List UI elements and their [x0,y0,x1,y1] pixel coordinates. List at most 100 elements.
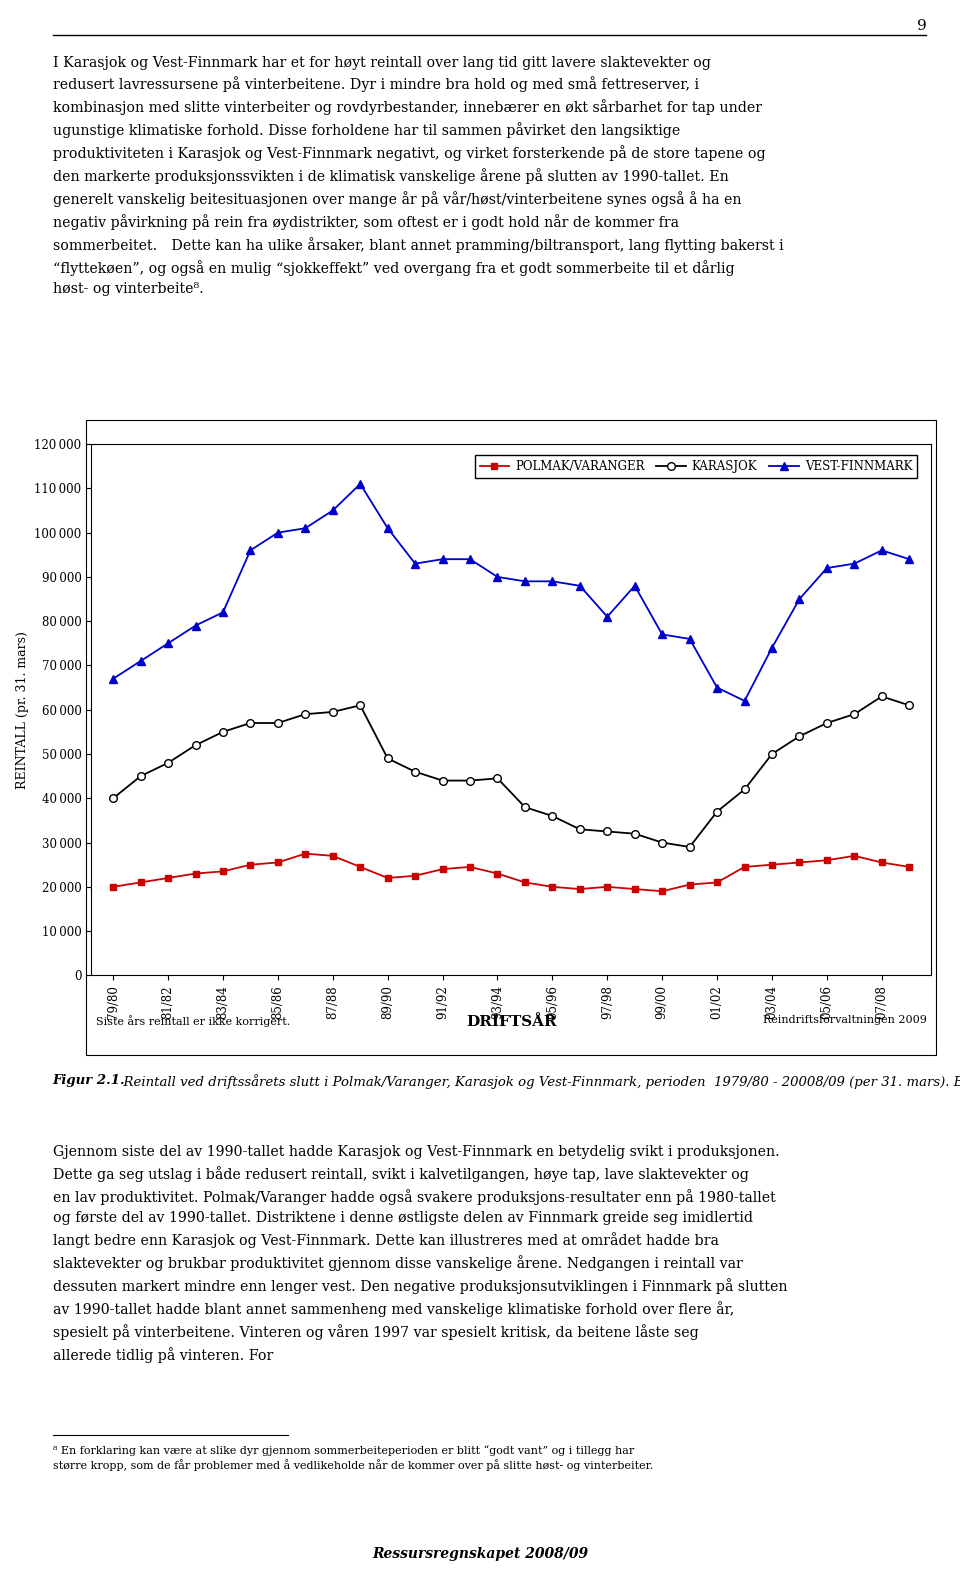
POLMAK/VARANGER [739,858,751,877]
KARASJOK [519,798,531,817]
KARASJOK [492,769,503,788]
KARASJOK [794,726,805,745]
VEST-FINNMARK [327,501,339,520]
VEST-FINNMARK [492,568,503,587]
Text: I Karasjok og Vest-Finnmark har et for høyt reintall over lang tid gitt lavere s: I Karasjok og Vest-Finnmark har et for h… [53,56,783,297]
POLMAK/VARANGER [602,877,613,896]
Text: Ressursregnskapet 2008/09: Ressursregnskapet 2008/09 [372,1546,588,1561]
Text: 9: 9 [917,19,926,33]
VEST-FINNMARK [794,590,805,609]
KARASJOK [217,722,228,741]
POLMAK/VARANGER [711,872,723,891]
POLMAK/VARANGER [574,880,586,899]
POLMAK/VARANGER [437,860,448,879]
Text: Siste års reintall er ikke korrigert.: Siste års reintall er ikke korrigert. [96,1015,290,1026]
KARASJOK [354,696,366,715]
POLMAK/VARANGER [794,853,805,872]
VEST-FINNMARK [300,519,311,538]
VEST-FINNMARK [382,519,394,538]
POLMAK/VARANGER [162,869,174,888]
POLMAK/VARANGER [409,866,420,885]
VEST-FINNMARK [272,523,283,542]
POLMAK/VARANGER [546,877,558,896]
VEST-FINNMARK [739,691,751,711]
VEST-FINNMARK [134,652,146,671]
KARASJOK [876,687,888,706]
KARASJOK [272,714,283,733]
Legend: POLMAK/VARANGER, KARASJOK, VEST-FINNMARK: POLMAK/VARANGER, KARASJOK, VEST-FINNMARK [475,455,917,477]
POLMAK/VARANGER [354,858,366,877]
KARASJOK [327,703,339,722]
POLMAK/VARANGER [245,855,256,874]
KARASJOK [190,736,202,755]
KARASJOK [766,744,778,763]
VEST-FINNMARK [711,679,723,698]
VEST-FINNMARK [766,638,778,657]
KARASJOK [409,763,420,782]
KARASJOK [657,833,668,852]
VEST-FINNMARK [217,603,228,622]
KARASJOK [300,704,311,723]
KARASJOK [382,749,394,768]
Text: ⁸ En forklaring kan være at slike dyr gjennom sommerbeiteperioden er blitt “godt: ⁸ En forklaring kan være at slike dyr gj… [53,1445,653,1472]
POLMAK/VARANGER [766,855,778,874]
Line: VEST-FINNMARK: VEST-FINNMARK [109,479,913,706]
VEST-FINNMARK [162,634,174,653]
POLMAK/VARANGER [327,847,339,866]
POLMAK/VARANGER [465,858,476,877]
KARASJOK [574,820,586,839]
KARASJOK [162,753,174,772]
VEST-FINNMARK [849,554,860,573]
KARASJOK [821,714,832,733]
VEST-FINNMARK [437,550,448,569]
VEST-FINNMARK [876,541,888,560]
KARASJOK [711,803,723,822]
VEST-FINNMARK [546,573,558,592]
Line: KARASJOK: KARASJOK [109,693,913,850]
POLMAK/VARANGER [903,858,915,877]
Text: Figur 2.1.: Figur 2.1. [53,1074,126,1086]
VEST-FINNMARK [409,554,420,573]
VEST-FINNMARK [629,576,640,595]
VEST-FINNMARK [190,615,202,634]
VEST-FINNMARK [465,550,476,569]
KARASJOK [602,822,613,841]
Line: POLMAK/VARANGER: POLMAK/VARANGER [109,850,913,895]
POLMAK/VARANGER [492,864,503,883]
KARASJOK [134,766,146,785]
VEST-FINNMARK [245,541,256,560]
VEST-FINNMARK [821,558,832,577]
Text: DRIFTSÅR: DRIFTSÅR [466,1015,557,1029]
POLMAK/VARANGER [821,850,832,869]
VEST-FINNMARK [108,669,119,688]
POLMAK/VARANGER [134,872,146,891]
POLMAK/VARANGER [300,844,311,863]
KARASJOK [629,825,640,844]
VEST-FINNMARK [519,573,531,592]
KARASJOK [849,704,860,723]
Y-axis label: REINTALL (pr. 31. mars): REINTALL (pr. 31. mars) [15,631,29,788]
KARASJOK [903,696,915,715]
POLMAK/VARANGER [272,853,283,872]
KARASJOK [546,807,558,826]
VEST-FINNMARK [657,625,668,644]
KARASJOK [108,788,119,807]
POLMAK/VARANGER [629,880,640,899]
Text: Reintall ved driftssårets slutt i Polmak/Varanger, Karasjok og Vest-Finnmark, pe: Reintall ved driftssårets slutt i Polmak… [115,1074,960,1088]
POLMAK/VARANGER [190,864,202,883]
KARASJOK [684,837,695,856]
POLMAK/VARANGER [657,882,668,901]
POLMAK/VARANGER [108,877,119,896]
POLMAK/VARANGER [519,872,531,891]
POLMAK/VARANGER [382,869,394,888]
POLMAK/VARANGER [876,853,888,872]
KARASJOK [245,714,256,733]
POLMAK/VARANGER [849,847,860,866]
Text: Gjennom siste del av 1990-tallet hadde Karasjok og Vest-Finnmark en betydelig sv: Gjennom siste del av 1990-tallet hadde K… [53,1145,787,1362]
KARASJOK [739,780,751,799]
Text: Reindriftsforvaltningen 2009: Reindriftsforvaltningen 2009 [762,1015,926,1025]
POLMAK/VARANGER [217,861,228,880]
KARASJOK [465,771,476,790]
VEST-FINNMARK [684,630,695,649]
VEST-FINNMARK [574,576,586,595]
